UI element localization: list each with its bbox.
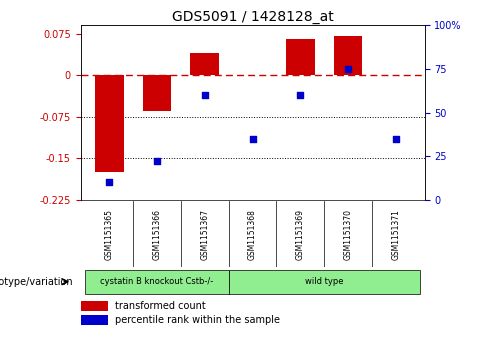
Bar — [81, 301, 108, 311]
Point — [392, 136, 400, 142]
Title: GDS5091 / 1428128_at: GDS5091 / 1428128_at — [172, 11, 333, 24]
Bar — [142, 75, 171, 111]
Text: GSM1151365: GSM1151365 — [105, 209, 114, 260]
Text: GSM1151370: GSM1151370 — [344, 209, 353, 260]
Text: transformed count: transformed count — [115, 301, 205, 311]
Bar — [190, 53, 219, 75]
Text: GSM1151367: GSM1151367 — [200, 209, 209, 260]
Text: wild type: wild type — [305, 277, 344, 286]
Text: GSM1151366: GSM1151366 — [152, 209, 162, 260]
Text: percentile rank within the sample: percentile rank within the sample — [115, 315, 280, 325]
Bar — [286, 39, 315, 75]
Bar — [95, 75, 123, 172]
Text: GSM1151368: GSM1151368 — [248, 209, 257, 260]
Point — [105, 179, 113, 185]
Text: GSM1151371: GSM1151371 — [391, 209, 400, 260]
Point — [248, 136, 257, 142]
Point — [296, 92, 304, 98]
Text: cystatin B knockout Cstb-/-: cystatin B knockout Cstb-/- — [101, 277, 214, 286]
Bar — [81, 315, 108, 325]
Text: genotype/variation: genotype/variation — [0, 277, 76, 287]
Point — [153, 158, 161, 164]
Bar — [229, 270, 420, 294]
Bar — [85, 270, 229, 294]
Point — [201, 92, 209, 98]
Point — [344, 66, 352, 72]
Text: GSM1151369: GSM1151369 — [296, 209, 305, 260]
Bar — [334, 36, 363, 75]
